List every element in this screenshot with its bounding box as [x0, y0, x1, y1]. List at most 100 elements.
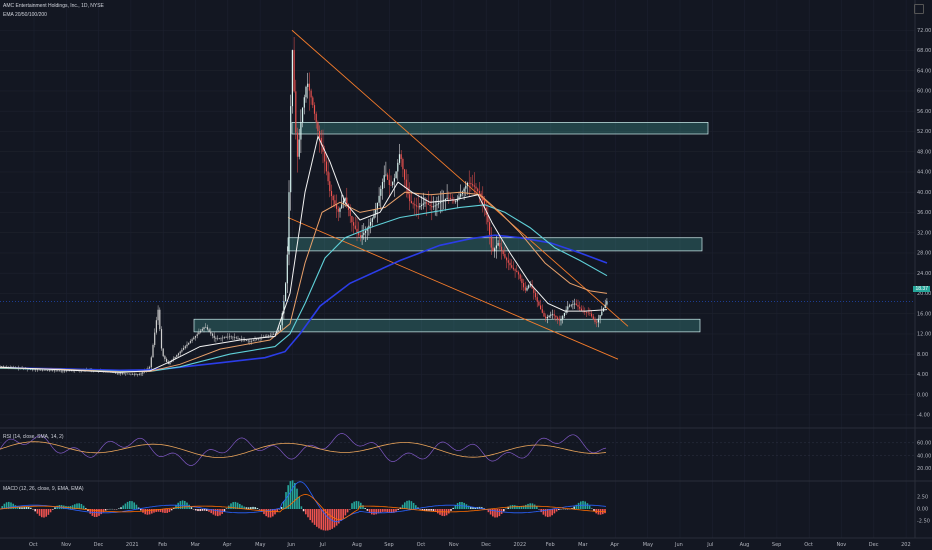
- candle-body: [271, 334, 273, 336]
- candle-body: [415, 205, 418, 207]
- macd-histogram-bar: [217, 509, 219, 517]
- macd-histogram-bar: [472, 507, 474, 509]
- candle-body: [210, 331, 212, 334]
- candle-body: [446, 197, 448, 199]
- macd-histogram-bar: [38, 509, 41, 516]
- candle-body: [453, 200, 455, 202]
- macd-tick-label: 0.00: [917, 507, 928, 513]
- macd-histogram-bar: [291, 480, 294, 509]
- candle-body: [69, 370, 71, 372]
- candle-body: [599, 315, 601, 319]
- candle-body: [251, 340, 253, 342]
- candle-body: [183, 348, 185, 350]
- candle-body: [31, 369, 33, 370]
- candle-body: [140, 373, 142, 375]
- macd-histogram-bar: [82, 505, 85, 509]
- macd-histogram-bar: [245, 507, 248, 509]
- macd-histogram-bar: [311, 509, 314, 523]
- y-tick-label: 44.00: [917, 170, 931, 176]
- x-tick-label: Sep: [384, 542, 393, 548]
- candle-body: [300, 122, 302, 140]
- candle-body: [534, 292, 537, 298]
- macd-histogram-bar: [496, 509, 498, 518]
- candle-body: [378, 195, 380, 203]
- macd-histogram-bar: [10, 502, 12, 509]
- macd-histogram-bar: [283, 500, 285, 509]
- candle-body: [254, 339, 256, 341]
- macd-histogram-bar: [210, 509, 212, 514]
- candle-body: [381, 182, 384, 189]
- candle-body: [273, 334, 275, 335]
- candle-body: [57, 370, 59, 372]
- candle-body: [517, 272, 520, 275]
- y-tick-label: 24.00: [917, 271, 931, 277]
- macd-histogram-bar: [331, 509, 333, 529]
- macd-histogram-bar: [276, 509, 278, 512]
- x-tick-label: 202: [901, 542, 911, 548]
- candle-body: [201, 329, 203, 331]
- candle-body: [60, 370, 62, 372]
- x-tick-label: 2021: [126, 542, 139, 548]
- macd-histogram-bar: [318, 509, 320, 529]
- macd-histogram-bar: [12, 503, 14, 509]
- macd-histogram-bar: [305, 509, 307, 515]
- macd-histogram-bar: [157, 509, 160, 512]
- candle-body: [385, 174, 387, 176]
- settings-icon[interactable]: [914, 4, 924, 14]
- candle-body: [266, 335, 268, 337]
- y-tick-label: 20.00: [917, 291, 931, 297]
- candle-body: [28, 369, 30, 370]
- macd-histogram-bar: [423, 509, 426, 512]
- macd-histogram-bar: [307, 509, 309, 518]
- candle-body: [538, 301, 540, 306]
- candle-body: [514, 269, 516, 271]
- macd-histogram-bar: [575, 504, 578, 509]
- candle-body: [353, 222, 355, 226]
- candle-body: [528, 285, 530, 288]
- x-tick-label: Nov: [449, 542, 459, 548]
- candle-body: [137, 374, 139, 375]
- rsi-pane: 60.00 40.00 20.00: [0, 433, 931, 472]
- candle-body: [62, 370, 64, 372]
- candle-body: [191, 339, 193, 342]
- macd-histogram-bar: [368, 509, 371, 514]
- candle-body: [230, 336, 232, 338]
- candle-body: [113, 372, 115, 374]
- candle-body: [368, 225, 370, 229]
- macd-histogram-bar: [452, 507, 454, 509]
- macd-histogram-bar: [577, 502, 580, 509]
- macd-histogram-bar: [342, 509, 344, 519]
- macd-histogram-bar: [140, 509, 142, 511]
- candle-body: [256, 339, 258, 340]
- candle-body: [380, 188, 382, 196]
- candle-body: [587, 312, 589, 314]
- candle-body: [174, 356, 176, 359]
- candle-body: [228, 336, 231, 338]
- x-tick-label: May: [643, 542, 653, 548]
- macd-histogram-bar: [404, 502, 406, 509]
- macd-histogram-bar: [375, 509, 377, 515]
- macd-histogram-bar: [335, 509, 338, 526]
- candle-body: [398, 154, 401, 163]
- candle-body: [327, 171, 329, 182]
- candle-body: [594, 319, 596, 323]
- macd-histogram-bar: [386, 509, 388, 513]
- macd-histogram-bar: [223, 509, 226, 512]
- candle-body: [244, 339, 246, 341]
- macd-histogram-bar: [536, 506, 538, 509]
- x-tick-label: Dec: [481, 542, 491, 548]
- candle-body: [181, 349, 183, 352]
- candle-body: [315, 113, 317, 123]
- rsi-tick-label: 20.00: [917, 466, 931, 472]
- macd-histogram-bar: [153, 509, 155, 513]
- macd-histogram-bar: [474, 507, 476, 509]
- macd-histogram-bar: [454, 505, 457, 509]
- candle-body: [580, 308, 582, 311]
- candle-body: [509, 262, 511, 266]
- x-tick-label: May: [255, 542, 265, 548]
- candle-body: [431, 206, 433, 208]
- macd-histogram-bar: [225, 508, 228, 509]
- macd-histogram-bar: [129, 500, 131, 509]
- zone-box: [291, 122, 709, 135]
